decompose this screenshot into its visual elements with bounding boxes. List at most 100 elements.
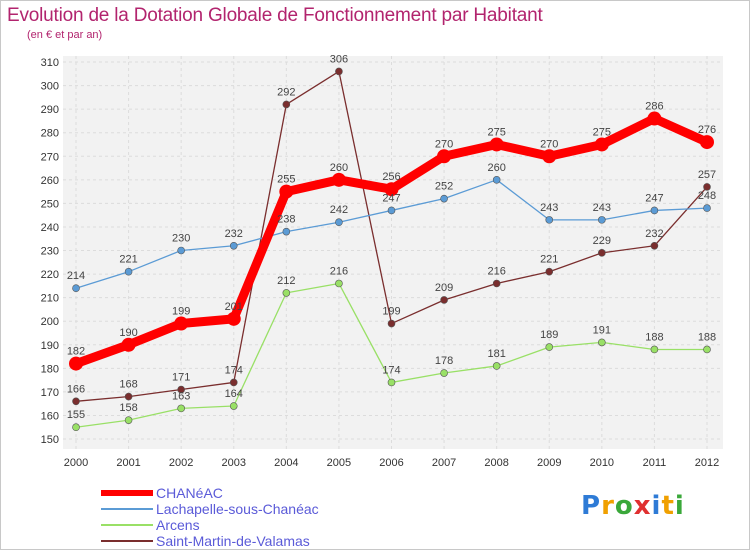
chart-subtitle: (en € et par an)	[27, 29, 103, 41]
series-1-point	[124, 267, 133, 276]
series-3-point	[282, 100, 291, 109]
line-chart: 150 160 170 180 190 200 210 220 230 240 250 260 270 2…	[41, 53, 723, 469]
series-3-point	[650, 241, 659, 250]
y-tick-label: 190	[41, 340, 59, 352]
series-2-point	[545, 343, 554, 351]
legend-label-chaneac: CHANéAC	[156, 485, 223, 501]
legend-swatch-chaneac	[101, 490, 153, 496]
data-label: 229	[593, 235, 611, 247]
data-label: 188	[645, 331, 663, 343]
series-1-point	[282, 227, 291, 236]
y-tick-label: 170	[41, 387, 59, 399]
data-label: 306	[330, 53, 348, 65]
y-tick-label: 310	[41, 57, 59, 69]
series-3-point	[545, 267, 554, 276]
series-1-point	[545, 216, 554, 224]
data-label: 238	[277, 214, 295, 226]
data-label: 216	[330, 265, 348, 277]
data-label: 189	[540, 329, 558, 341]
data-label: 178	[435, 355, 453, 367]
data-label: 212	[277, 275, 295, 287]
data-label: 230	[172, 233, 190, 245]
data-label: 257	[698, 169, 716, 181]
data-label: 260	[330, 162, 348, 174]
data-label: 243	[593, 202, 611, 214]
y-tick-label: 160	[41, 410, 59, 422]
data-label: 247	[645, 192, 663, 204]
y-tick-label: 270	[41, 151, 59, 163]
x-tick-label: 2006	[379, 457, 403, 469]
series-3-point	[124, 392, 133, 401]
series-1-point	[72, 284, 80, 293]
data-label: 181	[487, 348, 505, 360]
chart-title: Evolution de la Dotation Globale de Fonc…	[7, 5, 543, 26]
y-tick-label: 280	[41, 128, 59, 140]
x-tick-label: 2009	[537, 457, 561, 469]
data-label: 191	[593, 324, 611, 336]
series-0-point	[384, 182, 399, 197]
series-1-point	[598, 216, 606, 224]
series-2-point	[72, 423, 80, 432]
data-labels: 182 190 199 201 255 260 256 270 275 270 275 286 276 2…	[67, 53, 716, 421]
y-tick-label: 210	[41, 293, 59, 305]
data-label: 163	[172, 390, 190, 402]
legend-swatch-lachapelle	[101, 508, 153, 510]
data-label: 155	[67, 409, 85, 421]
series-1-point	[229, 241, 238, 250]
data-label: 270	[540, 138, 558, 150]
series-3-point	[598, 249, 606, 257]
data-label: 174	[225, 364, 243, 376]
x-axis-ticks: 2000 2001 2002 2003 2004 2005 2006 2007 2008 2009…	[64, 457, 719, 469]
data-label: 190	[119, 327, 137, 339]
series-3-point	[335, 67, 343, 76]
y-tick-label: 150	[41, 434, 59, 446]
data-label: 255	[277, 174, 295, 186]
series-2-point	[492, 362, 501, 370]
data-label: 188	[698, 331, 716, 343]
legend-label-arcens: Arcens	[156, 517, 200, 533]
legend-label-lachapelle: Lachapelle-sous-Chanéac	[156, 501, 319, 517]
data-label: 214	[67, 270, 85, 282]
data-label: 242	[330, 204, 348, 216]
series-3-point	[229, 378, 238, 387]
data-label: 201	[225, 301, 243, 313]
data-label: 275	[593, 126, 611, 138]
legend-label-saint-martin: Saint-Martin-de-Valamas	[156, 533, 310, 549]
series-3-point	[492, 279, 501, 288]
data-label: 221	[540, 254, 558, 266]
x-tick-label: 2012	[695, 457, 719, 469]
series-2-point	[335, 279, 343, 288]
data-label: 286	[645, 101, 663, 113]
x-tick-label: 2002	[169, 457, 193, 469]
data-label: 248	[698, 190, 716, 202]
data-label: 171	[172, 372, 190, 384]
data-label: 270	[435, 138, 453, 150]
y-tick-label: 230	[41, 246, 59, 258]
x-tick-label: 2011	[643, 457, 667, 469]
x-tick-label: 2005	[327, 457, 351, 469]
series-1-point	[650, 206, 659, 215]
x-tick-label: 2001	[116, 457, 140, 469]
series-3-point	[72, 397, 80, 406]
data-label: 276	[698, 124, 716, 136]
data-label: 243	[540, 202, 558, 214]
data-label: 256	[382, 171, 400, 183]
proxiti-logo: Proxiti	[581, 491, 685, 521]
data-label: 174	[382, 364, 400, 376]
series-1-point	[387, 206, 396, 215]
y-tick-label: 300	[41, 81, 59, 93]
series-2-point	[177, 404, 185, 413]
series-group	[69, 67, 714, 432]
series-1-point	[703, 204, 711, 212]
data-label: 199	[382, 306, 400, 318]
legend-swatch-arcens	[101, 524, 153, 526]
data-label: 216	[487, 265, 505, 277]
series-2-point	[282, 289, 291, 297]
data-label: 168	[119, 379, 137, 391]
data-label: 232	[645, 228, 663, 240]
series-0-point	[279, 184, 294, 199]
series-0-point	[647, 111, 662, 126]
series-2-point	[124, 416, 133, 424]
series-0-point	[594, 137, 609, 152]
